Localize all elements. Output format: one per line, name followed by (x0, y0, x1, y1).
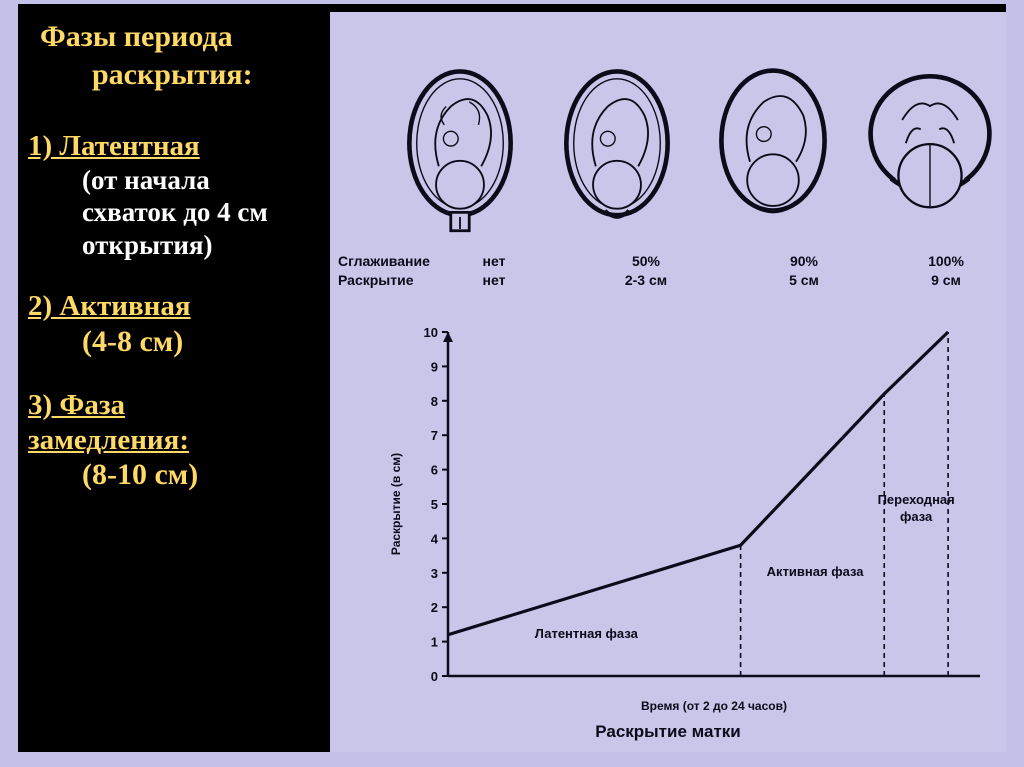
fetus-icon-4 (865, 65, 995, 240)
fetus-stage-2 (547, 65, 687, 246)
slide-title: Фазы периода раскрытия: (28, 18, 323, 93)
row-head-labels: Сглаживание Раскрытие (338, 252, 430, 290)
slide: Фазы периода раскрытия: 1) Латентная (от… (18, 4, 1006, 752)
fetus-icon-3 (708, 65, 838, 240)
svg-text:Время (от 2 до 24 часов): Время (от 2 до 24 часов) (641, 699, 787, 713)
col-3-top: 90% (754, 252, 854, 271)
row-head-2: Раскрытие (338, 271, 430, 290)
chart-caption: Раскрытие матки (330, 722, 1006, 742)
phase-1-detail-1: (от начала (28, 164, 323, 196)
svg-text:9: 9 (431, 359, 438, 374)
svg-text:Переходная: Переходная (878, 492, 955, 507)
fetus-stage-3 (703, 65, 843, 246)
svg-text:8: 8 (431, 394, 438, 409)
col-4-bot: 9 см (896, 271, 996, 290)
phase-1-head: 1) Латентная (28, 129, 323, 164)
fetus-row (390, 16, 1000, 246)
col-2: 50% 2-3 см (596, 252, 696, 290)
col-2-top: 50% (596, 252, 696, 271)
svg-text:0: 0 (431, 669, 438, 684)
svg-text:Активная фаза: Активная фаза (767, 564, 865, 579)
phase-3-head-2: замедления: (28, 423, 323, 458)
phase-3-head-1: 3) Фаза (28, 388, 323, 423)
fetus-icon-1 (395, 65, 525, 240)
col-1-top: нет (444, 252, 544, 271)
phase-1-detail-2: схваток до 4 см (28, 196, 323, 228)
fetus-icon-2 (552, 65, 682, 240)
phase-2-detail: (4-8 см) (28, 324, 323, 360)
title-line1: Фазы периода (28, 18, 323, 56)
phase-1-detail-3: открытия) (28, 229, 323, 261)
col-2-bot: 2-3 см (596, 271, 696, 290)
col-1: нет нет (444, 252, 544, 290)
svg-text:7: 7 (431, 428, 438, 443)
svg-text:Раскрытие (в см): Раскрытие (в см) (389, 453, 403, 555)
col-4: 100% 9 см (896, 252, 996, 290)
svg-text:3: 3 (431, 566, 438, 581)
phase-1: 1) Латентная (от начала схваток до 4 см … (28, 129, 323, 261)
svg-text:10: 10 (424, 325, 438, 340)
col-1-bot: нет (444, 271, 544, 290)
dilation-chart: 0 1 2 3 4 5 6 7 8 9 10 Раскрытие (в см) Время (от 2 … (382, 322, 996, 732)
svg-text:1: 1 (431, 635, 438, 650)
phase-3-detail: (8-10 см) (28, 457, 323, 493)
col-3: 90% 5 см (754, 252, 854, 290)
svg-text:фаза: фаза (900, 509, 933, 524)
svg-text:2: 2 (431, 600, 438, 615)
phase-2: 2) Активная (4-8 см) (28, 289, 323, 360)
col-3-bot: 5 см (754, 271, 854, 290)
phase-3: 3) Фаза замедления: (8-10 см) (28, 388, 323, 494)
fetus-stage-1 (390, 65, 530, 246)
figure-area: Сглаживание Раскрытие нет нет 50% 2-3 см… (330, 12, 1006, 752)
chart-svg: 0 1 2 3 4 5 6 7 8 9 10 Раскрытие (в см) Время (от 2 … (382, 322, 996, 732)
title-line2: раскрытия: (28, 56, 323, 94)
row-head-1: Сглаживание (338, 252, 430, 271)
col-4-top: 100% (896, 252, 996, 271)
svg-text:Латентная фаза: Латентная фаза (535, 626, 639, 641)
phase-2-head: 2) Активная (28, 289, 323, 324)
fetus-stage-4 (860, 65, 1000, 246)
text-panel: Фазы периода раскрытия: 1) Латентная (от… (28, 18, 323, 521)
svg-text:6: 6 (431, 463, 438, 478)
svg-text:5: 5 (431, 497, 438, 512)
svg-text:4: 4 (431, 531, 439, 546)
